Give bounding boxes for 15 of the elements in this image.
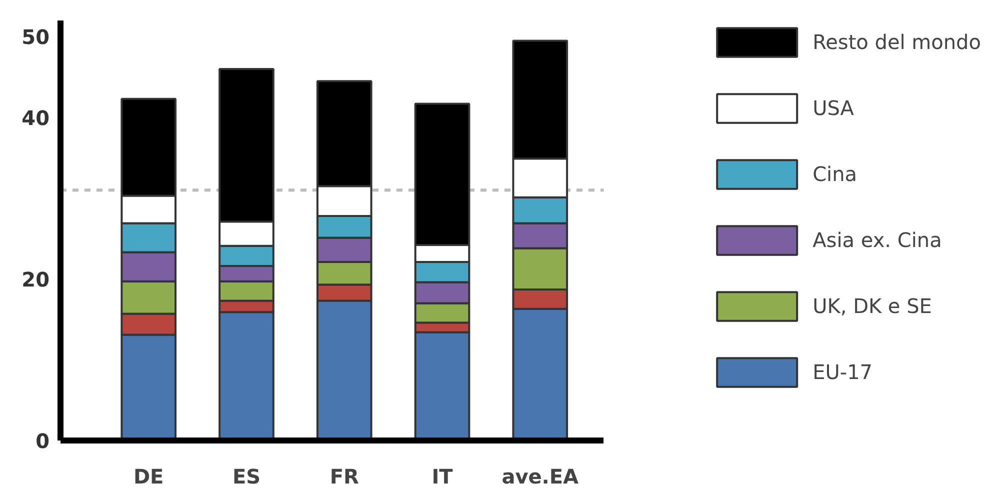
legend-label: Cina xyxy=(812,162,858,186)
x-tick-label: ave.EA xyxy=(502,464,580,488)
legend-label: UK, DK e SE xyxy=(812,294,932,318)
legend-label: Resto del mondo xyxy=(812,30,981,54)
x-tick-label: ES xyxy=(232,464,261,488)
x-tick-label: IT xyxy=(432,464,454,488)
y-tick-label: 40 xyxy=(22,106,50,130)
x-tick-label: DE xyxy=(133,464,164,488)
y-tick-label: 50 xyxy=(22,25,50,50)
legend-label: Asia ex. Cina xyxy=(812,228,942,252)
y-tick-label: 0 xyxy=(36,429,50,453)
legend-label: EU-17 xyxy=(812,360,873,384)
x-tick-label: FR xyxy=(330,464,359,488)
legend-label: USA xyxy=(812,96,854,120)
y-tick-label: 20 xyxy=(22,267,50,292)
